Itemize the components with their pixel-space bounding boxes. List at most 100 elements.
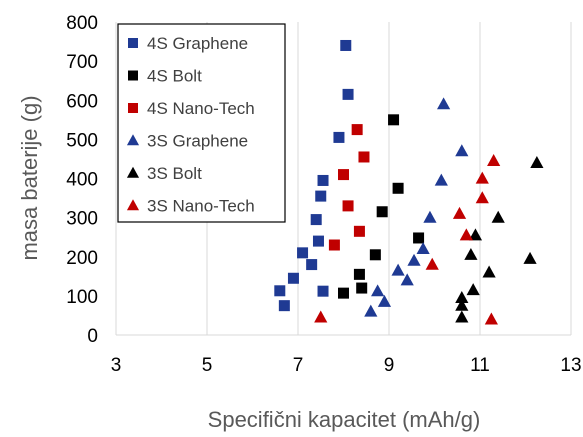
y-axis-title: masa baterije (g) [17,95,42,260]
legend-label-5: 3S Nano-Tech [147,197,255,216]
legend-label-3: 3S Graphene [147,132,248,151]
data-point-0-6 [312,235,324,247]
series-4 [455,156,544,323]
data-point-5-1 [425,257,439,270]
data-point-4-0 [455,310,469,323]
x-tick-label-1: 5 [202,355,213,376]
x-tick-label-0: 3 [111,355,122,376]
y-tick-label-4: 400 [66,170,98,191]
data-point-0-8 [317,174,329,186]
data-point-2-5 [358,151,370,163]
legend-item-1: 4S Bolt [128,67,202,86]
data-point-3-0 [364,304,378,317]
x-axis-title: Specifični kapacitet (mAh/g) [208,407,481,432]
series-5 [314,154,501,325]
data-point-3-9 [437,97,451,110]
data-point-1-2 [356,282,368,294]
data-point-4-7 [491,210,505,223]
y-tick-label-3: 300 [66,209,98,230]
y-tick-label-8: 800 [66,13,98,34]
x-tick-label-3: 9 [384,355,395,376]
legend-marker-2 [128,103,138,113]
x-tick-label-4: 11 [470,355,490,376]
data-point-1-3 [369,249,381,261]
data-point-4-6 [482,265,496,278]
x-tick-labels: 3 5 7 9 11 13 [111,355,582,376]
series-3 [364,97,469,317]
legend-marker-3 [126,134,140,146]
data-point-1-6 [392,182,404,194]
data-point-3-7 [423,210,437,223]
legend-item-2: 4S Nano-Tech [128,99,255,118]
y-tick-label-0: 0 [87,326,98,347]
x-tick-label-2: 7 [293,355,304,376]
legend: 4S Graphene 4S Bolt 4S Nano-Tech 3S Graphen… [117,23,286,223]
y-tick-label-5: 500 [66,130,98,151]
data-point-0-9 [317,285,329,297]
data-point-0-4 [306,259,318,271]
data-point-5-7 [487,154,501,167]
data-point-2-0 [328,239,340,251]
y-tick-labels: 0 100 200 300 400 500 600 700 800 [66,13,98,347]
data-point-4-3 [466,283,480,296]
legend-item-3: 3S Graphene [126,132,248,151]
y-tick-label-1: 100 [66,287,98,308]
x-tick-label-5: 13 [560,355,581,376]
data-point-5-3 [459,228,473,241]
legend-item-0: 4S Graphene [128,34,248,53]
data-point-1-4 [376,206,388,218]
data-point-0-3 [297,247,309,259]
data-point-3-3 [391,263,405,276]
data-point-5-4 [475,171,489,184]
data-points [274,39,544,325]
data-point-1-1 [353,268,365,280]
data-point-4-5 [468,228,483,241]
data-point-4-9 [530,156,544,168]
data-point-3-8 [434,173,448,186]
data-point-0-1 [278,300,290,312]
legend-item-5: 3S Nano-Tech [126,197,255,216]
legend-label-1: 4S Bolt [147,67,202,86]
legend-marker-1 [128,70,138,81]
data-point-4-8 [523,251,537,264]
data-point-3-1 [371,284,385,297]
legend-label-4: 3S Bolt [147,164,202,183]
y-tick-label-6: 600 [66,91,98,112]
series-1 [338,114,425,299]
data-point-1-0 [338,287,349,299]
legend-marker-4 [126,166,140,178]
data-point-4-1 [455,298,469,311]
data-point-4-4 [464,247,478,260]
y-tick-label-7: 700 [66,52,98,73]
data-point-0-0 [274,285,286,297]
data-point-3-4 [400,273,414,286]
series-2 [328,124,370,251]
legend-item-4: 3S Bolt [126,164,202,183]
data-point-3-10 [455,144,469,157]
series-0 [274,39,354,312]
data-point-0-12 [342,88,354,100]
data-point-0-2 [287,272,299,284]
data-point-4-2 [455,290,469,303]
legend-marker-0 [128,38,138,48]
data-point-2-2 [342,200,354,212]
data-point-3-2 [377,294,392,307]
data-point-0-5 [310,214,322,226]
data-point-3-6 [416,242,430,255]
data-point-5-0 [314,310,328,323]
data-point-0-10 [333,131,345,143]
y-tick-label-2: 200 [66,248,98,269]
data-point-5-6 [484,312,498,325]
data-point-3-5 [407,253,421,266]
data-point-1-5 [388,114,400,126]
data-point-2-3 [351,124,363,136]
legend-label-2: 4S Nano-Tech [147,99,255,118]
data-point-2-1 [338,169,349,181]
data-point-0-11 [340,39,352,51]
legend-box [117,23,286,223]
legend-label-0: 4S Graphene [147,34,248,53]
data-point-0-7 [315,190,327,202]
legend-marker-5 [126,199,140,211]
data-point-2-4 [353,225,365,237]
